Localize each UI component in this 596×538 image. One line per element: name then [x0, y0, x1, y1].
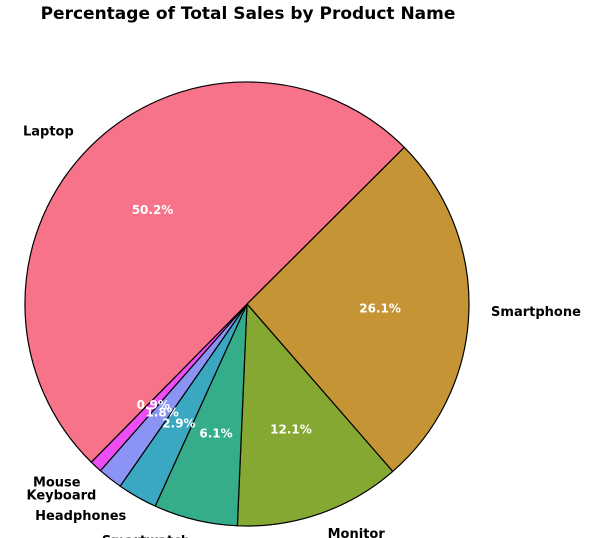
pie-category-label-smartwatch: Smartwatch: [102, 534, 190, 538]
pie-pct-label-monitor: 12.1%: [270, 423, 312, 437]
pie-slices: [24, 81, 470, 527]
pie-slice-monitor: [236, 303, 394, 527]
pie-pct-label-smartphone: 26.1%: [359, 302, 401, 316]
pie-slice-smartphone: [246, 146, 470, 473]
pie-category-label-mouse: Mouse: [33, 475, 81, 490]
pie-pct-label-laptop: 50.2%: [132, 203, 174, 217]
pie-category-labels: Smartphone Monitor Smartwatch Headphones Key…: [23, 124, 581, 538]
pie-category-label-laptop: Laptop: [23, 124, 74, 139]
pie-pct-label-mouse: 0.9%: [137, 398, 170, 412]
pie-category-label-smartphone: Smartphone: [491, 305, 581, 320]
pie-pct-label-keyboard: 1.8%: [145, 405, 178, 419]
pie-category-label-headphones: Headphones: [35, 509, 126, 524]
pie-slice-laptop: [24, 81, 405, 463]
chart-title: Percentage of Total Sales by Product Nam…: [40, 4, 456, 24]
pie-pct-label-headphones: 2.9%: [162, 417, 195, 431]
pie-percentage-labels: 26.1% 12.1% 6.1% 2.9%1.8%0.9% 50.2%: [132, 203, 401, 440]
pie-category-label-monitor: Monitor: [328, 527, 386, 538]
pie-category-label-keyboard: Keyboard: [26, 489, 96, 504]
pie-pct-label-smartwatch: 6.1%: [199, 427, 232, 441]
